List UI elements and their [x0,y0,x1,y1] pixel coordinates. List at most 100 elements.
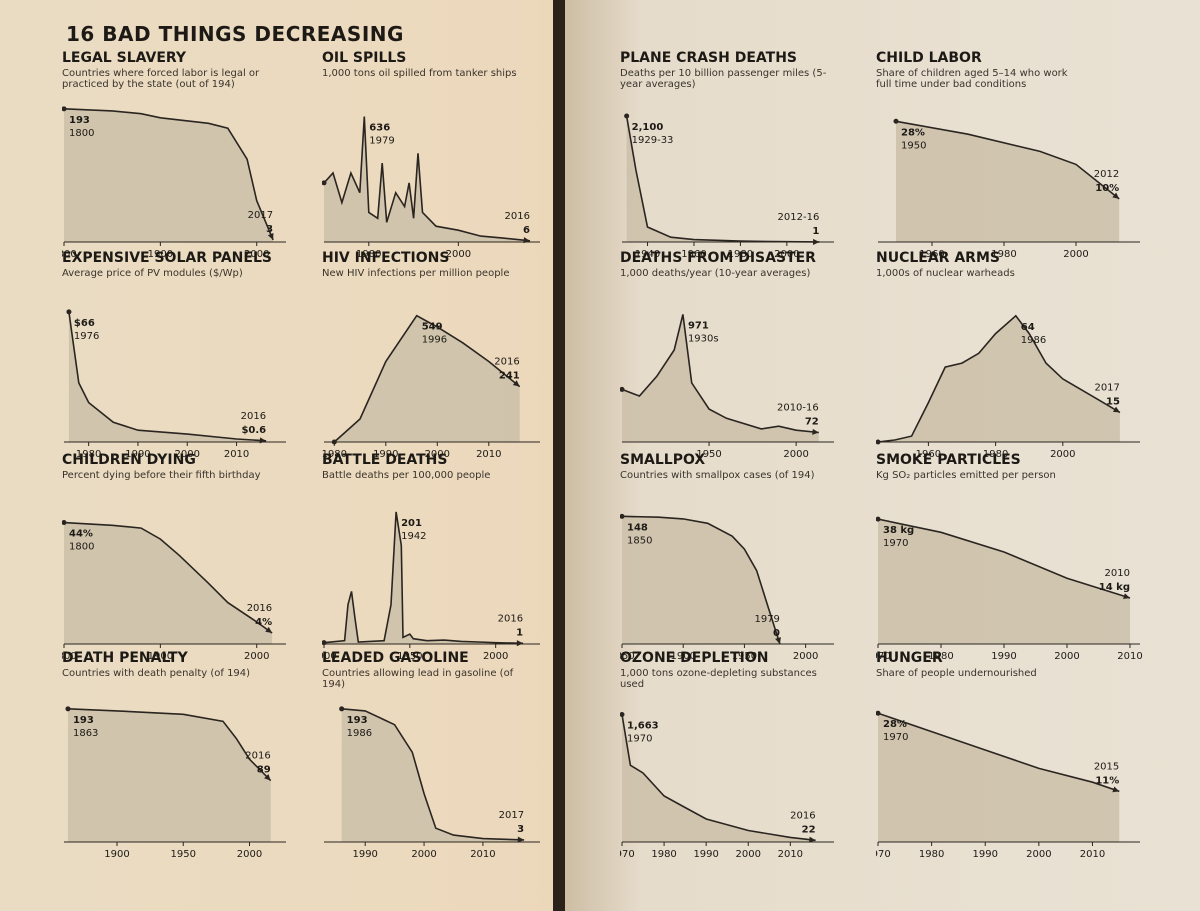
year-label: 1930s [688,333,719,344]
value-label: 1 [516,627,523,638]
area [622,516,780,644]
x-tick-label: 2000 [783,449,808,460]
x-tick-label: 1960 [919,249,944,260]
year-label: 1986 [1021,335,1046,346]
chart-panel: EXPENSIVE SOLAR PANELS Average price of P… [62,250,290,472]
line [333,314,521,443]
x-tick-label: 2000 [446,249,471,260]
area [896,121,1120,242]
line [63,521,273,634]
line [63,108,274,241]
x-tick-label: 1960 [681,249,706,260]
value-label: 201 [401,518,422,529]
chart-title: LEGAL SLAVERY [62,50,187,66]
chart-title: EXPENSIVE SOLAR PANELS [62,250,272,266]
start-dot [322,640,327,646]
x-tick-label: 2000 [793,651,818,662]
chart-title: BATTLE DEATHS [322,452,448,468]
x-tick-label: 2000 [1054,651,1079,662]
year-label: 2016 [498,613,523,624]
value-label: 28% [883,719,907,730]
x-tick-label: 1900 [670,651,695,662]
start-dot [322,180,327,186]
year-label: 1800 [69,128,94,139]
arrow-head [775,637,781,644]
year-label: 1986 [347,728,372,739]
book-gutter [553,0,565,911]
x-tick-label: 1970 [876,849,891,860]
year-label: 1942 [401,531,426,542]
year-label: 2010-16 [777,403,819,414]
year-label: 2016 [790,810,815,821]
chart-subtitle: Share of children aged 5–14 who work ful… [876,68,1068,90]
arrow-head [1112,786,1120,793]
chart-title: HUNGER [876,650,943,666]
x-tick-label: 1980 [651,849,676,860]
x-tick-label: 1980 [919,849,944,860]
arrow-head [265,626,273,633]
value-label: 15 [1106,396,1120,407]
line [621,714,816,842]
arrow-head [1123,593,1130,600]
value-label: 44% [69,529,93,540]
value-label: 4% [255,617,272,628]
chart-title: OIL SPILLS [322,50,407,66]
chart: 1950 2000 971 1930s 72 2010-16 [620,314,834,460]
value-label: 636 [369,123,390,134]
arrow-head [813,238,820,245]
chart-panel: DEATH PENALTY Countries with death penalt… [62,650,290,872]
chart-title: CHILD LABOR [876,50,982,66]
year-label: 2016 [241,411,266,422]
year-label: 2017 [1094,382,1119,393]
chart-subtitle: Kg SO₂ particles emitted per person [876,470,1056,481]
chart: 1900 1950 2000 193 1863 89 2016 [64,706,286,860]
line [621,515,781,645]
year-label: 2012 [1094,169,1119,180]
chart-title: NUCLEAR ARMS [876,250,1000,266]
area [64,522,273,644]
value-label: 14 kg [1099,582,1130,593]
chart: 1980 1990 2000 2010 $66 1976 $0.6 2016 [64,309,286,460]
x-tick-label: 1850 [620,651,635,662]
x-tick-label: 2010 [1080,849,1105,860]
year-label: 1970 [627,734,652,745]
chart-panel: HUNGER Share of people undernourished 1970… [876,650,1144,872]
chart-panel: NUCLEAR ARMS 1,000s of nuclear warheads 19… [876,250,1144,472]
value-label: 38 kg [883,525,914,536]
x-tick-label: 1990 [991,651,1016,662]
year-label: 1850 [627,535,652,546]
x-tick-label: 2010 [224,449,249,460]
chart-subtitle: Countries with death penalty (of 194) [62,668,251,679]
page-title: 16 BAD THINGS DECREASING [66,22,404,46]
area [878,713,1120,842]
value-label: 28% [901,127,925,138]
x-tick-label: 1990 [352,849,377,860]
value-label: 2,100 [632,122,664,133]
chart-title: LEADED GASOLINE [322,650,469,666]
line [323,116,531,242]
x-tick-label: 2000 [1050,449,1075,460]
chart-subtitle: Countries with smallpox cases (of 194) [620,470,815,481]
line [67,708,272,782]
value-label: 89 [257,765,271,776]
year-label: 2016 [247,603,272,614]
area [626,116,820,242]
x-tick-label: 1980 [322,449,347,460]
chart-title: SMOKE PARTICLES [876,452,1021,468]
start-dot [620,386,625,392]
line [621,314,819,434]
area [622,314,819,442]
year-label: 2012-16 [778,212,820,223]
chart-subtitle: Countries allowing lead in gasoline (of … [322,668,514,690]
year-label: 1800 [69,542,94,553]
year-label: 1979 [369,136,394,147]
chart-title: SMALLPOX [620,452,706,468]
line [877,518,1131,599]
arrow-head [1112,406,1120,413]
start-dot [620,712,625,718]
chart-panel: CHILDREN DYING Percent dying before their… [62,452,290,674]
x-tick-label: 1900 [104,849,129,860]
arrow-head [517,836,525,843]
area [324,116,530,242]
start-dot [620,513,625,519]
